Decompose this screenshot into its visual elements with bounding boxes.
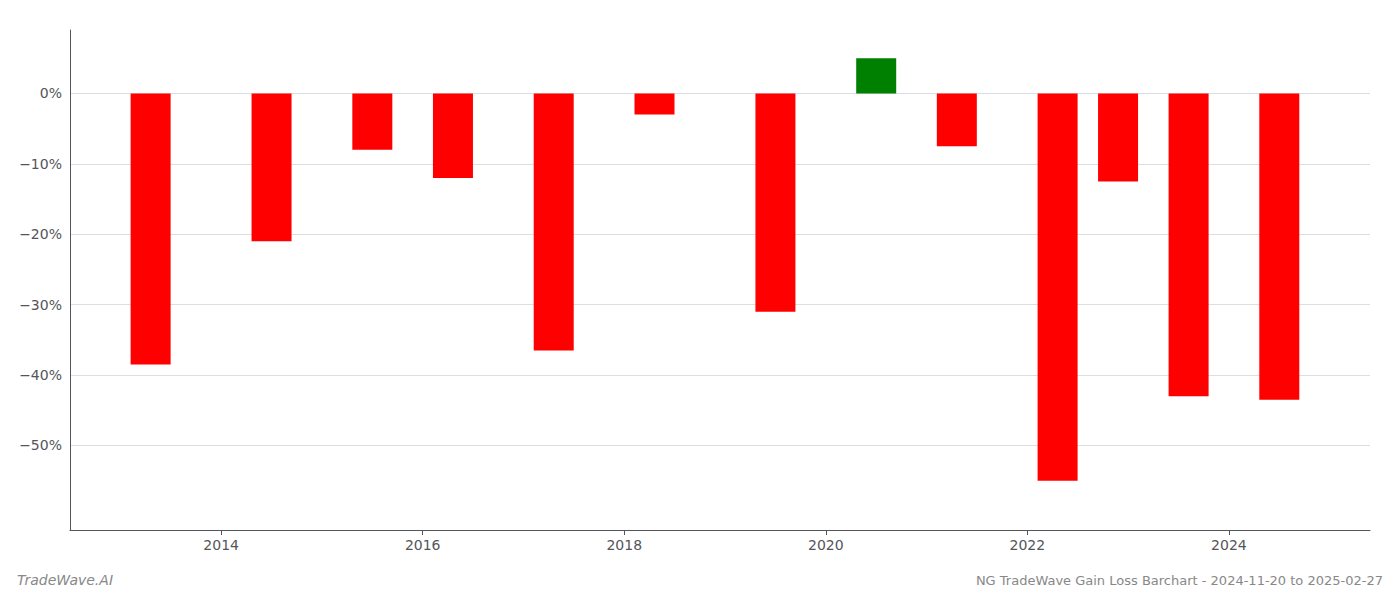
svg-text:−50%: −50% (19, 437, 62, 453)
svg-text:−40%: −40% (19, 367, 62, 383)
svg-text:−30%: −30% (19, 297, 62, 313)
svg-text:−20%: −20% (19, 226, 62, 242)
svg-text:0%: 0% (40, 85, 62, 101)
svg-text:2014: 2014 (203, 537, 239, 553)
svg-text:2024: 2024 (1211, 537, 1247, 553)
svg-text:2020: 2020 (808, 537, 844, 553)
svg-text:−10%: −10% (19, 156, 62, 172)
svg-text:TradeWave.AI: TradeWave.AI (17, 572, 113, 588)
svg-text:2022: 2022 (1010, 537, 1046, 553)
svg-text:NG TradeWave Gain Loss Barchar: NG TradeWave Gain Loss Barchart - 2024-1… (976, 573, 1383, 588)
svg-text:2018: 2018 (606, 537, 642, 553)
svg-text:2016: 2016 (405, 537, 441, 553)
